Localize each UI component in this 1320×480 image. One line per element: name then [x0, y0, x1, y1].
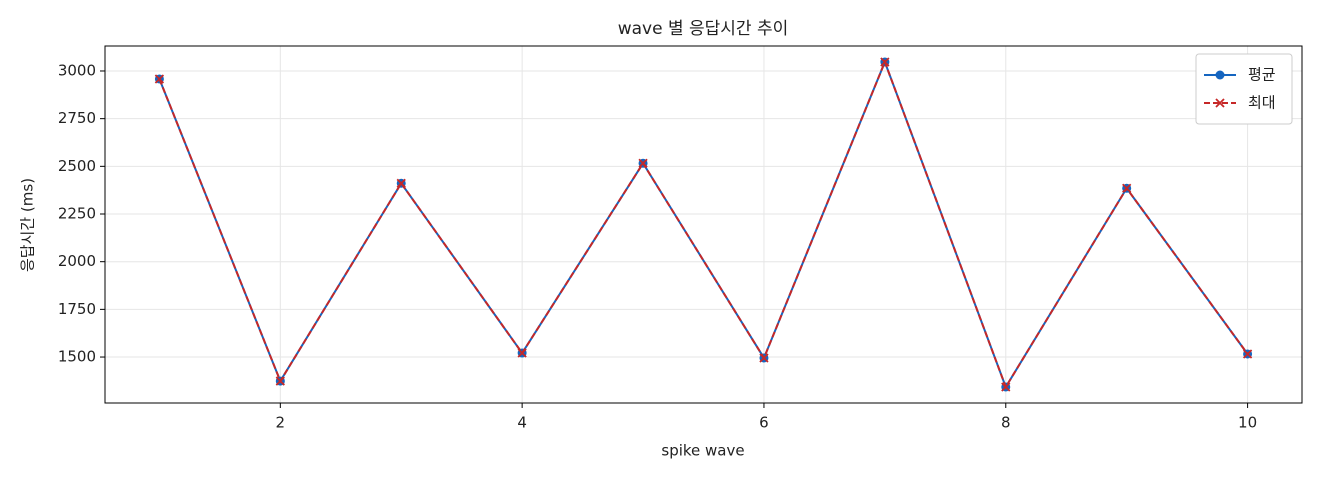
y-tick-label: 1750	[58, 300, 96, 318]
chart-title: wave 별 응답시간 추이	[618, 19, 789, 39]
y-tick-label: 3000	[58, 61, 96, 79]
marker	[1215, 70, 1225, 80]
marker-shape	[517, 348, 527, 358]
x-tick-label: 8	[1001, 414, 1011, 432]
marker	[275, 376, 285, 386]
marker	[1242, 349, 1253, 359]
marker	[1215, 98, 1225, 108]
x-tick-label: 4	[517, 414, 527, 432]
marker	[154, 74, 165, 84]
legend-label: 평균	[1248, 66, 1276, 84]
series-line	[158, 59, 1249, 390]
marker-shape	[1122, 183, 1132, 193]
legend-box	[1195, 53, 1293, 125]
marker	[1122, 183, 1132, 193]
x-tick-label: 10	[1238, 414, 1257, 432]
marker-shape	[1215, 98, 1225, 108]
marker	[759, 353, 769, 363]
marker-shape	[880, 57, 890, 67]
marker-shape	[275, 376, 285, 386]
marker-shape	[1242, 349, 1253, 359]
marker	[396, 178, 406, 188]
y-tick-label: 2500	[58, 157, 96, 175]
marker-shape	[638, 158, 648, 168]
y-axis-label: 응답시간 (ms)	[19, 178, 37, 272]
x-tick-label: 2	[276, 414, 286, 432]
marker-shape	[759, 353, 769, 363]
series-line	[158, 59, 1249, 390]
y-tick-label: 2250	[58, 205, 96, 223]
marker-shape	[154, 74, 165, 84]
y-tick-label: 2750	[58, 109, 96, 127]
x-axis-label: spike wave	[661, 442, 744, 460]
marker	[638, 158, 648, 168]
marker	[880, 57, 890, 67]
plot-frame	[104, 45, 1303, 404]
marker	[1001, 382, 1011, 392]
y-tick-label: 1500	[58, 348, 96, 366]
legend-label: 최대	[1248, 94, 1276, 112]
marker-shape	[1001, 382, 1011, 392]
marker-shape	[396, 178, 406, 188]
x-tick-label: 6	[759, 414, 769, 432]
marker	[517, 348, 527, 358]
y-tick-label: 2000	[58, 252, 96, 270]
